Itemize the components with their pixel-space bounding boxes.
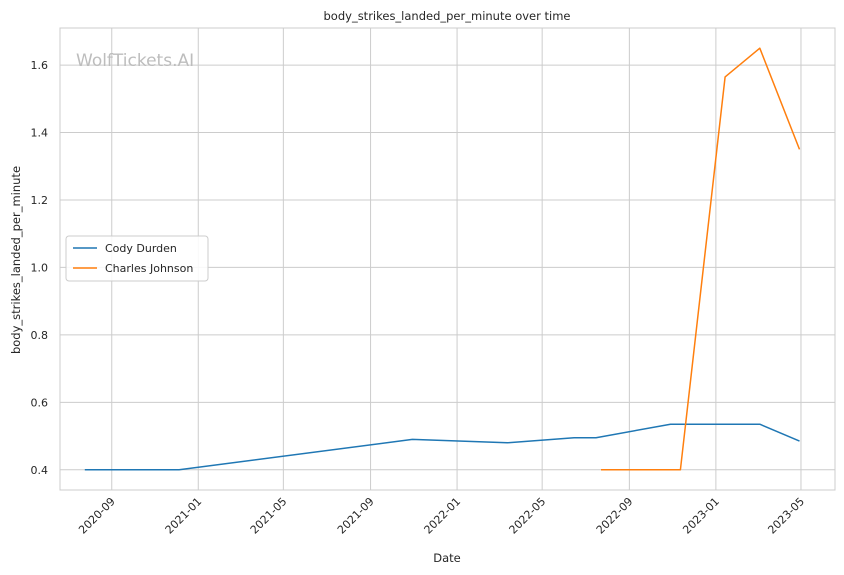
y-tick-label: 0.4 <box>31 464 49 477</box>
series-layer <box>84 47 801 471</box>
y-tick-label: 1.2 <box>31 194 49 207</box>
legend: Cody Durden Charles Johnson <box>65 235 209 282</box>
series-line-cody-durden <box>84 423 800 471</box>
grid <box>60 28 835 490</box>
plot-frame <box>59 27 836 491</box>
legend-box <box>65 235 209 282</box>
y-tick-label: 1.0 <box>31 261 49 274</box>
legend-label-charles-johnson: Charles Johnson <box>105 262 193 275</box>
y-tick-label: 1.6 <box>31 59 49 72</box>
y-tick-label: 1.4 <box>31 127 49 140</box>
series-line-charles-johnson <box>601 47 801 471</box>
legend-label-cody-durden: Cody Durden <box>105 242 177 255</box>
watermark: WolfTickets.AI <box>76 51 194 71</box>
x-axis-title: Date <box>433 551 461 565</box>
y-tick-label: 0.8 <box>31 329 49 342</box>
y-tick-label: 0.6 <box>31 396 49 409</box>
y-axis-title: body_strikes_landed_per_minute <box>9 166 23 354</box>
chart-title: body_strikes_landed_per_minute over time <box>324 9 571 23</box>
